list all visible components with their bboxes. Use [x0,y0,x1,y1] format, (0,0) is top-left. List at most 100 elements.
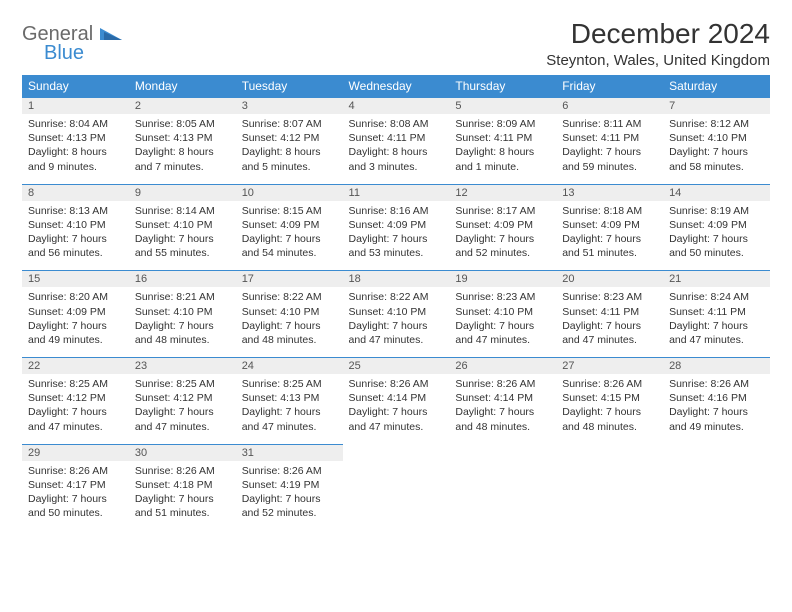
sunrise-text: Sunrise: 8:22 AM [242,290,337,304]
day-info-cell: Sunrise: 8:26 AMSunset: 4:18 PMDaylight:… [129,461,236,531]
day-number-row: 22232425262728 [22,358,770,375]
sunset-text: Sunset: 4:11 PM [562,305,657,319]
day-info-cell: Sunrise: 8:26 AMSunset: 4:17 PMDaylight:… [22,461,129,531]
day-number-cell: 31 [236,444,343,461]
sunset-text: Sunset: 4:10 PM [455,305,550,319]
sunset-text: Sunset: 4:11 PM [349,131,444,145]
sunset-text: Sunset: 4:13 PM [28,131,123,145]
daylight-text-1: Daylight: 7 hours [669,319,764,333]
day-number-cell: 20 [556,271,663,288]
sunset-text: Sunset: 4:16 PM [669,391,764,405]
day-number-cell: 26 [449,358,556,375]
daylight-text-2: and 9 minutes. [28,160,123,174]
daylight-text-2: and 5 minutes. [242,160,337,174]
sunset-text: Sunset: 4:13 PM [242,391,337,405]
logo-triangle-icon [100,26,122,40]
sunrise-text: Sunrise: 8:07 AM [242,117,337,131]
daylight-text-1: Daylight: 7 hours [242,319,337,333]
day-header: Monday [129,75,236,98]
daylight-text-2: and 47 minutes. [455,333,550,347]
sunset-text: Sunset: 4:10 PM [135,218,230,232]
logo-text-block: General Blue [22,24,122,63]
sunset-text: Sunset: 4:09 PM [242,218,337,232]
sunrise-text: Sunrise: 8:08 AM [349,117,444,131]
sunset-text: Sunset: 4:09 PM [455,218,550,232]
sunset-text: Sunset: 4:09 PM [669,218,764,232]
sunrise-text: Sunrise: 8:05 AM [135,117,230,131]
day-info-cell: Sunrise: 8:13 AMSunset: 4:10 PMDaylight:… [22,201,129,271]
day-header: Tuesday [236,75,343,98]
day-info-row: Sunrise: 8:20 AMSunset: 4:09 PMDaylight:… [22,287,770,357]
day-info-cell: Sunrise: 8:26 AMSunset: 4:16 PMDaylight:… [663,374,770,444]
sunrise-text: Sunrise: 8:26 AM [135,464,230,478]
day-number-cell: 22 [22,358,129,375]
daylight-text-2: and 3 minutes. [349,160,444,174]
day-info-cell [449,461,556,531]
day-info-cell: Sunrise: 8:12 AMSunset: 4:10 PMDaylight:… [663,114,770,184]
day-number-cell: 3 [236,98,343,115]
daylight-text-1: Daylight: 7 hours [455,405,550,419]
sunrise-text: Sunrise: 8:15 AM [242,204,337,218]
sunrise-text: Sunrise: 8:09 AM [455,117,550,131]
daylight-text-2: and 48 minutes. [455,420,550,434]
sunrise-text: Sunrise: 8:23 AM [455,290,550,304]
sunrise-text: Sunrise: 8:25 AM [242,377,337,391]
logo-blue: Blue [44,43,122,63]
sunrise-text: Sunrise: 8:22 AM [349,290,444,304]
sunrise-text: Sunrise: 8:13 AM [28,204,123,218]
day-info-cell: Sunrise: 8:22 AMSunset: 4:10 PMDaylight:… [236,287,343,357]
day-number-row: 293031 [22,444,770,461]
day-header-row: Sunday Monday Tuesday Wednesday Thursday… [22,75,770,98]
daylight-text-1: Daylight: 7 hours [28,405,123,419]
day-number-cell: 11 [343,184,450,201]
daylight-text-1: Daylight: 8 hours [349,145,444,159]
sunrise-text: Sunrise: 8:11 AM [562,117,657,131]
day-info-row: Sunrise: 8:04 AMSunset: 4:13 PM Daylight:… [22,114,770,184]
daylight-text-2: and 48 minutes. [562,420,657,434]
day-header: Thursday [449,75,556,98]
sunset-text: Sunset: 4:12 PM [28,391,123,405]
day-number-cell: 29 [22,444,129,461]
daylight-text-2: and 52 minutes. [455,246,550,260]
day-info-cell: Sunrise: 8:14 AMSunset: 4:10 PMDaylight:… [129,201,236,271]
daylight-text-1: Daylight: 7 hours [562,145,657,159]
day-number-cell: 21 [663,271,770,288]
day-info-cell: Sunrise: 8:26 AMSunset: 4:19 PMDaylight:… [236,461,343,531]
daylight-text-2: and 47 minutes. [669,333,764,347]
daylight-text-1: Daylight: 7 hours [135,492,230,506]
sunset-text: Sunset: 4:11 PM [669,305,764,319]
sunrise-text: Sunrise: 8:04 AM [28,117,123,131]
daylight-text-1: Daylight: 7 hours [135,319,230,333]
sunset-text: Sunset: 4:10 PM [349,305,444,319]
daylight-text-2: and 48 minutes. [242,333,337,347]
daylight-text-1: Daylight: 7 hours [135,405,230,419]
day-info-cell [556,461,663,531]
day-info-cell: Sunrise: 8:19 AMSunset: 4:09 PMDaylight:… [663,201,770,271]
daylight-text-2: and 50 minutes. [28,506,123,520]
day-number-cell: 17 [236,271,343,288]
sunrise-text: Sunrise: 8:17 AM [455,204,550,218]
daylight-text-1: Daylight: 7 hours [455,319,550,333]
daylight-text-1: Daylight: 7 hours [562,319,657,333]
daylight-text-1: Daylight: 8 hours [242,145,337,159]
daylight-text-2: and 51 minutes. [562,246,657,260]
daylight-text-1: Daylight: 7 hours [135,232,230,246]
daylight-text-2: and 58 minutes. [669,160,764,174]
daylight-text-1: Daylight: 8 hours [135,145,230,159]
daylight-text-2: and 59 minutes. [562,160,657,174]
day-info-cell: Sunrise: 8:11 AMSunset: 4:11 PMDaylight:… [556,114,663,184]
day-info-cell: Sunrise: 8:22 AMSunset: 4:10 PMDaylight:… [343,287,450,357]
sunrise-text: Sunrise: 8:20 AM [28,290,123,304]
day-info-cell [343,461,450,531]
daylight-text-2: and 48 minutes. [135,333,230,347]
daylight-text-1: Daylight: 7 hours [562,405,657,419]
day-info-cell: Sunrise: 8:05 AMSunset: 4:13 PMDaylight:… [129,114,236,184]
sunset-text: Sunset: 4:12 PM [135,391,230,405]
daylight-text-1: Daylight: 7 hours [669,232,764,246]
sunrise-text: Sunrise: 8:21 AM [135,290,230,304]
sunrise-text: Sunrise: 8:16 AM [349,204,444,218]
day-number-cell: 9 [129,184,236,201]
day-info-row: Sunrise: 8:13 AMSunset: 4:10 PMDaylight:… [22,201,770,271]
day-info-cell: Sunrise: 8:17 AMSunset: 4:09 PMDaylight:… [449,201,556,271]
day-number-cell [663,444,770,461]
